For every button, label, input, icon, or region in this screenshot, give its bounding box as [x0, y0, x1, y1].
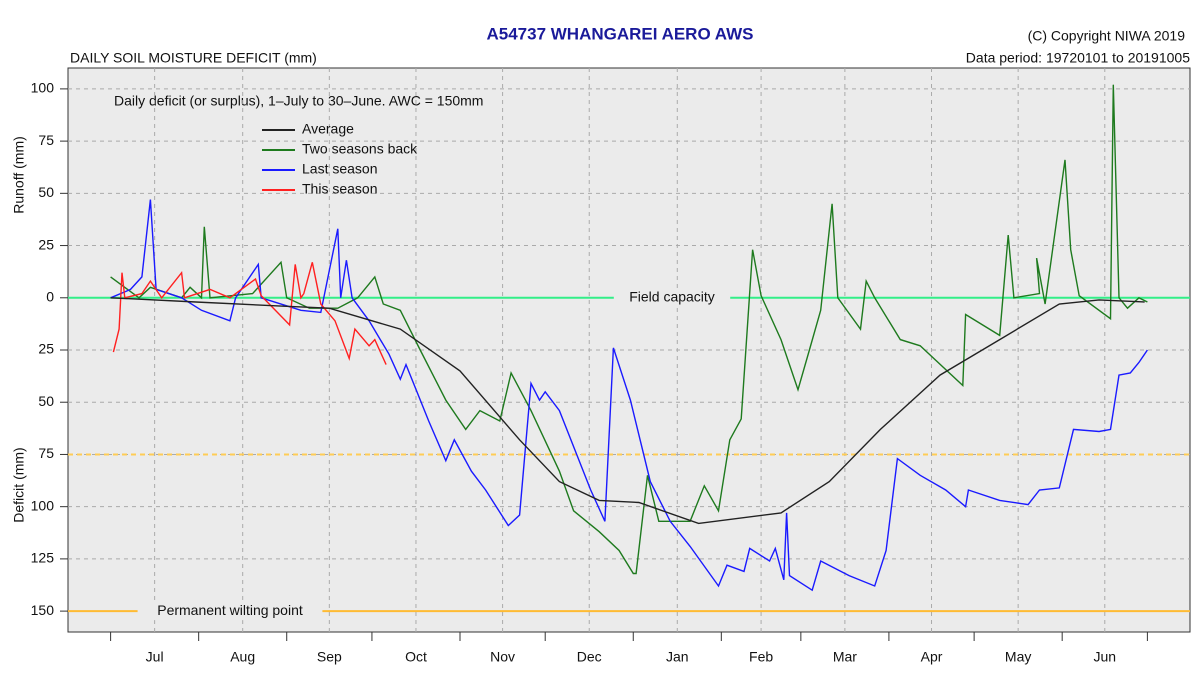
y-tick-label: 125 [31, 550, 55, 566]
copyright: (C) Copyright NIWA 2019 [1028, 28, 1186, 44]
y-axis-label: Deficit (mm) [11, 447, 27, 522]
x-tick-label: Sep [317, 649, 342, 665]
y-axis-label: Runoff (mm) [11, 136, 27, 214]
y-tick-label: 50 [38, 184, 54, 200]
x-tick-label: Feb [749, 649, 773, 665]
x-tick-label: Oct [405, 649, 427, 665]
x-tick-label: Aug [230, 649, 255, 665]
y-tick-label: 50 [38, 393, 54, 409]
x-tick-label: May [1005, 649, 1031, 665]
legend-label: This season [302, 181, 377, 197]
label-bg [137, 602, 323, 621]
y-tick-label: 25 [38, 341, 54, 357]
note: Daily deficit (or surplus), 1–July to 30… [114, 93, 483, 109]
x-tick-label: Mar [833, 649, 857, 665]
x-tick-label: Nov [490, 649, 515, 665]
x-tick-label: Jun [1093, 649, 1116, 665]
y-tick-label: 0 [46, 288, 54, 304]
x-tick-label: Jan [666, 649, 689, 665]
reference-label: Permanent wilting point [157, 602, 303, 618]
subtitle: DAILY SOIL MOISTURE DEFICIT (mm) [70, 50, 317, 66]
chart-title: A54737 WHANGAREI AERO AWS [486, 24, 753, 43]
legend-label: Last season [302, 161, 378, 177]
series-line [110, 199, 1148, 592]
y-tick-label: 100 [31, 497, 55, 513]
series-line [112, 262, 387, 365]
series-line [110, 297, 1145, 525]
data-period: Data period: 19720101 to 20191005 [966, 50, 1190, 66]
legend-label: Two seasons back [302, 141, 418, 157]
x-tick-label: Dec [577, 649, 602, 665]
y-tick-label: 75 [38, 132, 54, 148]
label-bg [613, 288, 731, 307]
y-tick-label: 100 [31, 80, 55, 96]
y-tick-label: 150 [31, 602, 55, 618]
x-tick-label: Apr [921, 649, 943, 665]
x-tick-label: Jul [146, 649, 164, 665]
series-line [110, 84, 1148, 575]
legend-label: Average [302, 121, 354, 137]
y-tick-label: 25 [38, 236, 54, 252]
y-tick-label: 75 [38, 445, 54, 461]
reference-label: Field capacity [629, 288, 715, 304]
